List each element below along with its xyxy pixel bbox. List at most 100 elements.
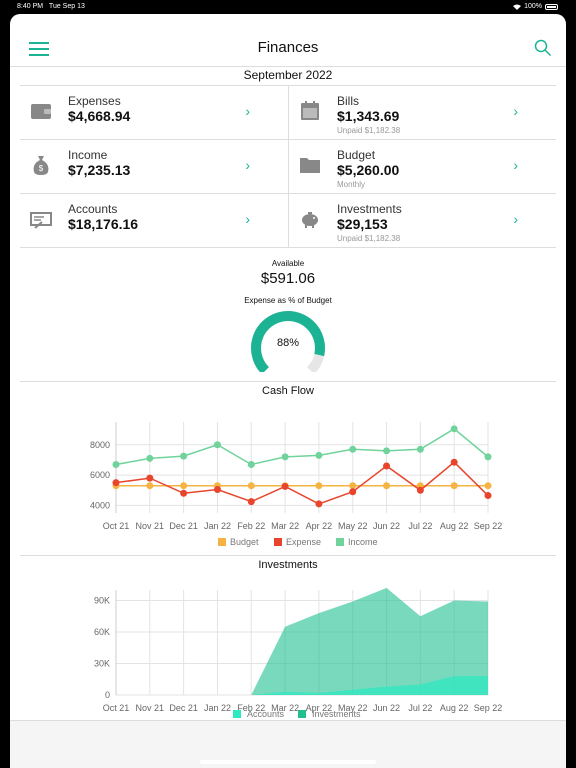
legend-swatch-budget: [218, 538, 226, 546]
x-tick-label: Aug 22: [440, 521, 469, 531]
data-point-expense: [281, 482, 289, 490]
legend-label-expense: Expense: [286, 537, 321, 547]
summary-budget[interactable]: Budget $5,260.00 Monthly ›: [288, 140, 556, 194]
menu-button[interactable]: [29, 42, 49, 56]
piggy-bank-icon: [302, 212, 318, 228]
x-tick-label: Sep 22: [474, 703, 503, 713]
summary-sub: Unpaid $1,182.38: [337, 234, 401, 243]
gauge-value: 88%: [276, 337, 300, 349]
data-point-expense: [349, 488, 357, 496]
y-tick-label: 8000: [90, 440, 110, 450]
x-tick-label: Feb 22: [237, 703, 265, 713]
status-right: 100%: [513, 3, 558, 10]
x-tick-label: Dec 21: [169, 703, 198, 713]
x-tick-label: Oct 21: [103, 521, 130, 531]
hamburger-icon: [29, 42, 49, 44]
x-tick-label: Jul 22: [408, 703, 432, 713]
data-point-expense: [247, 498, 255, 506]
summary-bills[interactable]: Bills $1,343.69 Unpaid $1,182.38 ›: [288, 86, 556, 140]
data-point-budget: [484, 482, 492, 490]
data-point-expense: [450, 458, 458, 466]
summary-label: Investments: [337, 202, 402, 216]
data-point-budget: [315, 482, 323, 490]
data-point-expense: [213, 485, 221, 493]
y-tick-label: 0: [105, 690, 110, 700]
status-bar: 8:40 PM Tue Sep 13 100%: [0, 0, 576, 14]
data-point-income: [281, 453, 289, 461]
cashflow-chart: Oct 21 Nov 21 Dec 21 Jan 22 Feb 22 Mar 22 Apr …: [90, 422, 503, 547]
x-tick-label: Jul 22: [408, 521, 432, 531]
summary-income[interactable]: $ Income $7,235.13 ›: [20, 140, 288, 194]
data-point-income: [180, 452, 188, 460]
chevron-right-icon: ›: [245, 157, 250, 173]
legend-label-investments: Investments: [312, 709, 361, 719]
data-point-budget: [247, 482, 255, 490]
x-tick-label: Nov 21: [136, 521, 165, 531]
x-tick-label: Sep 22: [474, 521, 503, 531]
summary-value: $1,343.69: [337, 108, 400, 124]
legend-label-income: Income: [348, 537, 378, 547]
summary-value: $7,235.13: [68, 162, 131, 178]
x-tick-label: Aug 22: [440, 703, 469, 713]
section-divider: [20, 555, 556, 556]
summary-label: Income: [68, 148, 108, 162]
chevron-right-icon: ›: [513, 103, 518, 119]
data-point-expense: [146, 474, 154, 482]
y-tick-label: 6000: [90, 470, 110, 480]
x-tick-label: Nov 21: [136, 703, 165, 713]
expense-gauge: [251, 311, 325, 372]
x-tick-label: May 22: [338, 703, 368, 713]
data-point-expense: [112, 479, 120, 487]
chevron-right-icon: ›: [513, 157, 518, 173]
x-tick-label: Apr 22: [306, 521, 333, 531]
data-point-income: [484, 453, 492, 461]
summary-value: $4,668.94: [68, 108, 131, 124]
battery-icon: [545, 3, 558, 10]
section-divider: [20, 381, 556, 382]
summary-label: Expenses: [68, 94, 121, 108]
battery-percent: 100%: [524, 3, 542, 10]
summary-expenses[interactable]: Expenses $4,668.94 ›: [20, 86, 288, 140]
calendar-icon: [301, 101, 319, 120]
x-tick-label: Jun 22: [373, 521, 400, 531]
gauge-label: Expense as % of Budget: [244, 296, 332, 305]
legend-swatch-income: [336, 538, 344, 546]
available-label: Available: [271, 259, 305, 268]
data-point-income: [112, 460, 120, 468]
gauge-fill: [251, 311, 325, 372]
data-point-income: [213, 441, 221, 449]
data-point-income: [416, 445, 424, 453]
area-investments: [116, 587, 488, 695]
summary-accounts[interactable]: Accounts $18,176.16 ›: [20, 194, 288, 248]
summary-value: $5,260.00: [337, 162, 400, 178]
data-point-income: [315, 451, 323, 459]
investments-title: Investments: [258, 559, 318, 571]
check-icon: [30, 212, 52, 229]
x-tick-label: Apr 22: [306, 703, 333, 713]
data-point-expense: [416, 486, 424, 494]
data-point-expense: [315, 500, 323, 508]
home-indicator: [200, 760, 376, 764]
data-point-income: [349, 445, 357, 453]
available-block: Available $591.06: [10, 259, 566, 287]
svg-text:$: $: [39, 164, 44, 173]
series-line-income: [115, 427, 489, 466]
x-tick-label: Jan 22: [204, 703, 231, 713]
x-tick-label: May 22: [338, 521, 368, 531]
x-tick-label: Dec 21: [169, 521, 198, 531]
chevron-right-icon: ›: [245, 211, 250, 227]
legend-swatch-expense: [274, 538, 282, 546]
cashflow-title: Cash Flow: [262, 385, 314, 397]
chevron-right-icon: ›: [245, 103, 250, 119]
summary-label: Bills: [337, 94, 360, 108]
summary-investments[interactable]: Investments $29,153 Unpaid $1,182.38 ›: [288, 194, 556, 248]
summary-label: Accounts: [68, 202, 118, 216]
area-accounts: [116, 676, 488, 695]
search-icon[interactable]: [534, 39, 552, 57]
status-time: 8:40 PM Tue Sep 13: [17, 3, 85, 10]
legend-label-accounts: Accounts: [247, 709, 285, 719]
x-tick-label: Jan 22: [204, 521, 231, 531]
data-point-expense: [180, 489, 188, 497]
available-value: $591.06: [260, 270, 316, 287]
x-tick-label: Mar 22: [271, 521, 299, 531]
